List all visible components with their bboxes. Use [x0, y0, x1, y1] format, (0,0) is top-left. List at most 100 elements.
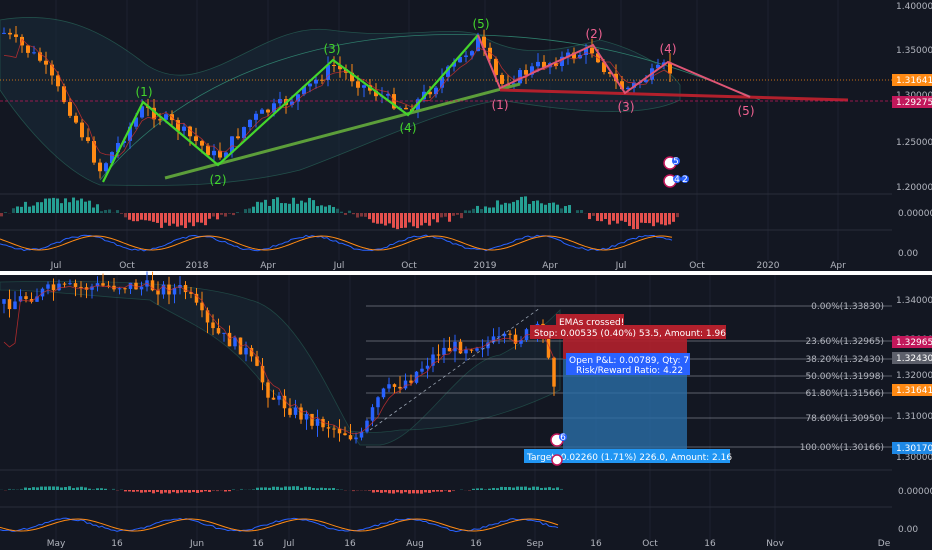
- candle: [348, 435, 353, 440]
- price-tag: 1.32965: [892, 336, 932, 348]
- histogram-bar: [552, 488, 555, 490]
- bottom-time-axis[interactable]: May 16 Jun 16 Jul 16 Aug 16 Sep 16 Oct 16 Nov De: [47, 539, 891, 549]
- impulse-wave[interactable]: [102, 34, 479, 183]
- candle: [354, 437, 358, 440]
- time-axis-tick: Nov: [766, 539, 784, 549]
- histogram-bar: [20, 206, 23, 213]
- alert-badge: 5: [673, 157, 679, 167]
- histogram-bar: [140, 490, 143, 493]
- red-trend-line[interactable]: [499, 88, 849, 102]
- histogram-bar: [12, 208, 15, 213]
- histogram-bar: [616, 213, 619, 224]
- histogram-bar: [420, 213, 423, 226]
- histogram-bar: [320, 205, 323, 213]
- candle: [403, 380, 408, 389]
- histogram-bar: [392, 213, 395, 228]
- time-axis-tick: Oct: [689, 261, 705, 271]
- candle: [470, 51, 474, 56]
- indicator-axis-label: 0.00: [898, 249, 918, 259]
- histogram-bar: [356, 213, 359, 218]
- histogram-bar: [628, 213, 631, 226]
- histogram-bar: [332, 206, 335, 213]
- histogram-bar: [508, 203, 511, 213]
- histogram-bar: [160, 490, 163, 494]
- candle: [13, 301, 17, 310]
- histogram-bar: [180, 490, 183, 493]
- candle: [14, 34, 18, 37]
- candle: [614, 73, 618, 82]
- stop-label[interactable]: Stop: 0.00535 (0.40%) 53.5, Amount: 1.96: [530, 325, 726, 339]
- histogram-bar: [656, 213, 659, 223]
- top-chart-pane[interactable]: (1) (2) (3) (4) (5) (1) (2) (3) (4) (5) …: [0, 0, 932, 271]
- histogram-bar: [312, 200, 315, 213]
- histogram-bar: [412, 213, 415, 227]
- candle: [425, 365, 430, 369]
- fib-retracement[interactable]: 0.00%(1.33830) 23.60%(1.32965) 38.20%(1.32…: [366, 302, 892, 453]
- alert-badge-group[interactable]: 6: [550, 433, 567, 466]
- candle: [452, 62, 456, 67]
- candle: [200, 140, 204, 146]
- histogram-bar: [40, 202, 43, 213]
- alert-badge-group[interactable]: 5 4 2: [663, 156, 689, 188]
- top-time-axis[interactable]: Jul Oct 2018 Apr Jul Oct 2019 Apr Jul Oct 2020 Apr: [50, 261, 847, 271]
- candle: [314, 79, 318, 84]
- histogram-bar: [384, 213, 387, 226]
- candle: [218, 150, 222, 158]
- svg-text:Risk/Reward Ratio: 4.22: Risk/Reward Ratio: 4.22: [576, 366, 683, 376]
- histogram-bar: [132, 213, 135, 222]
- bottom-chart-pane[interactable]: 0.00%(1.33830) 23.60%(1.32965) 38.20%(1.32…: [0, 271, 932, 550]
- alert-badge: 4: [674, 175, 680, 185]
- candle: [513, 334, 518, 344]
- candle: [80, 122, 84, 138]
- histogram-bar: [300, 487, 303, 490]
- histogram-bar: [208, 213, 211, 219]
- histogram-bar: [156, 213, 159, 223]
- histogram-bar: [136, 213, 139, 222]
- green-trend-line[interactable]: [164, 82, 521, 180]
- histogram-bar: [76, 200, 79, 213]
- candle: [542, 61, 546, 68]
- histogram-bar: [476, 205, 479, 213]
- histogram-bar: [372, 490, 375, 493]
- price-axis[interactable]: [892, 275, 932, 550]
- histogram-bar: [652, 213, 655, 227]
- candle: [428, 91, 432, 95]
- candle: [24, 296, 28, 300]
- corrective-wave[interactable]: [477, 34, 751, 98]
- histogram-bar: [108, 209, 111, 213]
- histogram-bar: [472, 488, 475, 490]
- candle: [140, 106, 144, 118]
- candle: [332, 428, 336, 430]
- candle: [440, 76, 444, 88]
- svg-text:1.32965: 1.32965: [896, 338, 932, 348]
- histogram-bar: [512, 487, 515, 490]
- candle: [458, 56, 462, 63]
- pane-separator[interactable]: [0, 271, 932, 275]
- histogram-bar: [196, 213, 199, 223]
- indicator-axis-label: 0.00000: [898, 209, 932, 219]
- candle: [387, 384, 391, 389]
- histogram-bar: [176, 213, 179, 227]
- svg-text:Target: 0.02260 (1.71%) 226.0,: Target: 0.02260 (1.71%) 226.0, Amount: 2…: [526, 453, 732, 463]
- open-pl-label[interactable]: Open P&L: 0.00789, Qty: 7 Risk/Reward Ra…: [566, 353, 690, 376]
- candle: [74, 115, 78, 123]
- histogram-bar: [232, 489, 235, 490]
- candle: [224, 152, 228, 158]
- histogram-bar: [252, 206, 255, 213]
- candle: [321, 418, 325, 428]
- histogram-bar: [84, 487, 87, 490]
- candle: [161, 284, 166, 295]
- target-label[interactable]: Target: 0.02260 (1.71%) 226.0, Amount: 2…: [524, 449, 732, 463]
- ema-alert-label[interactable]: EMAs crossed!: [556, 314, 624, 328]
- candle: [98, 162, 102, 172]
- candle: [626, 87, 630, 90]
- histogram-bar: [44, 198, 47, 213]
- bottom-bollinger-band: [0, 280, 561, 446]
- alert-badge: 2: [682, 175, 688, 185]
- price-axis[interactable]: [892, 0, 932, 268]
- candle: [95, 283, 100, 287]
- candle: [123, 288, 127, 290]
- histogram-bar: [60, 487, 63, 490]
- histogram-bar: [468, 490, 471, 491]
